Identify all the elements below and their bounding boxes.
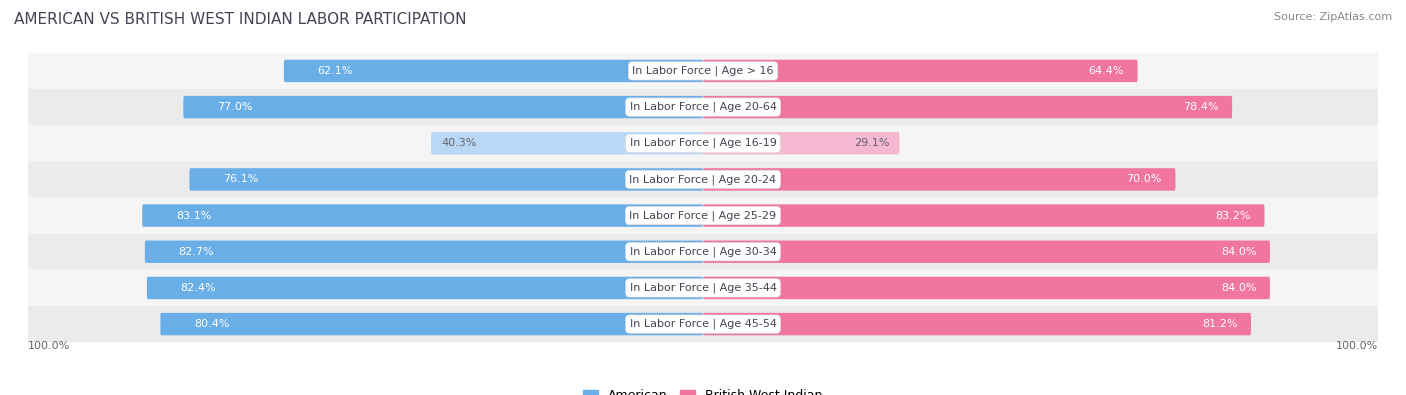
Text: In Labor Force | Age 25-29: In Labor Force | Age 25-29 (630, 210, 776, 221)
FancyBboxPatch shape (28, 161, 1378, 198)
FancyBboxPatch shape (160, 313, 703, 335)
FancyBboxPatch shape (28, 270, 1378, 306)
Text: In Labor Force | Age 16-19: In Labor Force | Age 16-19 (630, 138, 776, 149)
FancyBboxPatch shape (28, 306, 1378, 342)
Text: 83.2%: 83.2% (1216, 211, 1251, 220)
FancyBboxPatch shape (703, 277, 1270, 299)
FancyBboxPatch shape (284, 60, 703, 82)
FancyBboxPatch shape (28, 89, 1378, 125)
Text: In Labor Force | Age > 16: In Labor Force | Age > 16 (633, 66, 773, 76)
Text: 64.4%: 64.4% (1088, 66, 1125, 76)
FancyBboxPatch shape (703, 60, 1137, 82)
FancyBboxPatch shape (145, 241, 703, 263)
FancyBboxPatch shape (703, 132, 900, 154)
Text: 70.0%: 70.0% (1126, 175, 1161, 184)
Text: 100.0%: 100.0% (1336, 341, 1378, 351)
Text: In Labor Force | Age 30-34: In Labor Force | Age 30-34 (630, 246, 776, 257)
Text: 84.0%: 84.0% (1220, 283, 1257, 293)
FancyBboxPatch shape (703, 96, 1232, 118)
FancyBboxPatch shape (703, 168, 1175, 191)
Text: 82.4%: 82.4% (180, 283, 217, 293)
FancyBboxPatch shape (703, 313, 1251, 335)
Text: In Labor Force | Age 20-24: In Labor Force | Age 20-24 (630, 174, 776, 185)
Text: AMERICAN VS BRITISH WEST INDIAN LABOR PARTICIPATION: AMERICAN VS BRITISH WEST INDIAN LABOR PA… (14, 12, 467, 27)
Text: Source: ZipAtlas.com: Source: ZipAtlas.com (1274, 12, 1392, 22)
FancyBboxPatch shape (703, 241, 1270, 263)
FancyBboxPatch shape (190, 168, 703, 191)
Text: 100.0%: 100.0% (28, 341, 70, 351)
Text: 82.7%: 82.7% (179, 247, 214, 257)
Text: 77.0%: 77.0% (217, 102, 253, 112)
FancyBboxPatch shape (703, 204, 1264, 227)
Text: 76.1%: 76.1% (224, 175, 259, 184)
Text: 29.1%: 29.1% (853, 138, 889, 148)
FancyBboxPatch shape (146, 277, 703, 299)
FancyBboxPatch shape (28, 53, 1378, 89)
FancyBboxPatch shape (432, 132, 703, 154)
Text: 83.1%: 83.1% (176, 211, 211, 220)
Text: In Labor Force | Age 20-64: In Labor Force | Age 20-64 (630, 102, 776, 112)
Text: 84.0%: 84.0% (1220, 247, 1257, 257)
FancyBboxPatch shape (28, 125, 1378, 161)
Text: 80.4%: 80.4% (194, 319, 229, 329)
FancyBboxPatch shape (142, 204, 703, 227)
Text: In Labor Force | Age 45-54: In Labor Force | Age 45-54 (630, 319, 776, 329)
Legend: American, British West Indian: American, British West Indian (578, 384, 828, 395)
Text: In Labor Force | Age 35-44: In Labor Force | Age 35-44 (630, 283, 776, 293)
FancyBboxPatch shape (28, 234, 1378, 270)
Text: 62.1%: 62.1% (318, 66, 353, 76)
Text: 40.3%: 40.3% (441, 138, 477, 148)
FancyBboxPatch shape (28, 198, 1378, 234)
Text: 78.4%: 78.4% (1182, 102, 1219, 112)
Text: 81.2%: 81.2% (1202, 319, 1237, 329)
FancyBboxPatch shape (183, 96, 703, 118)
